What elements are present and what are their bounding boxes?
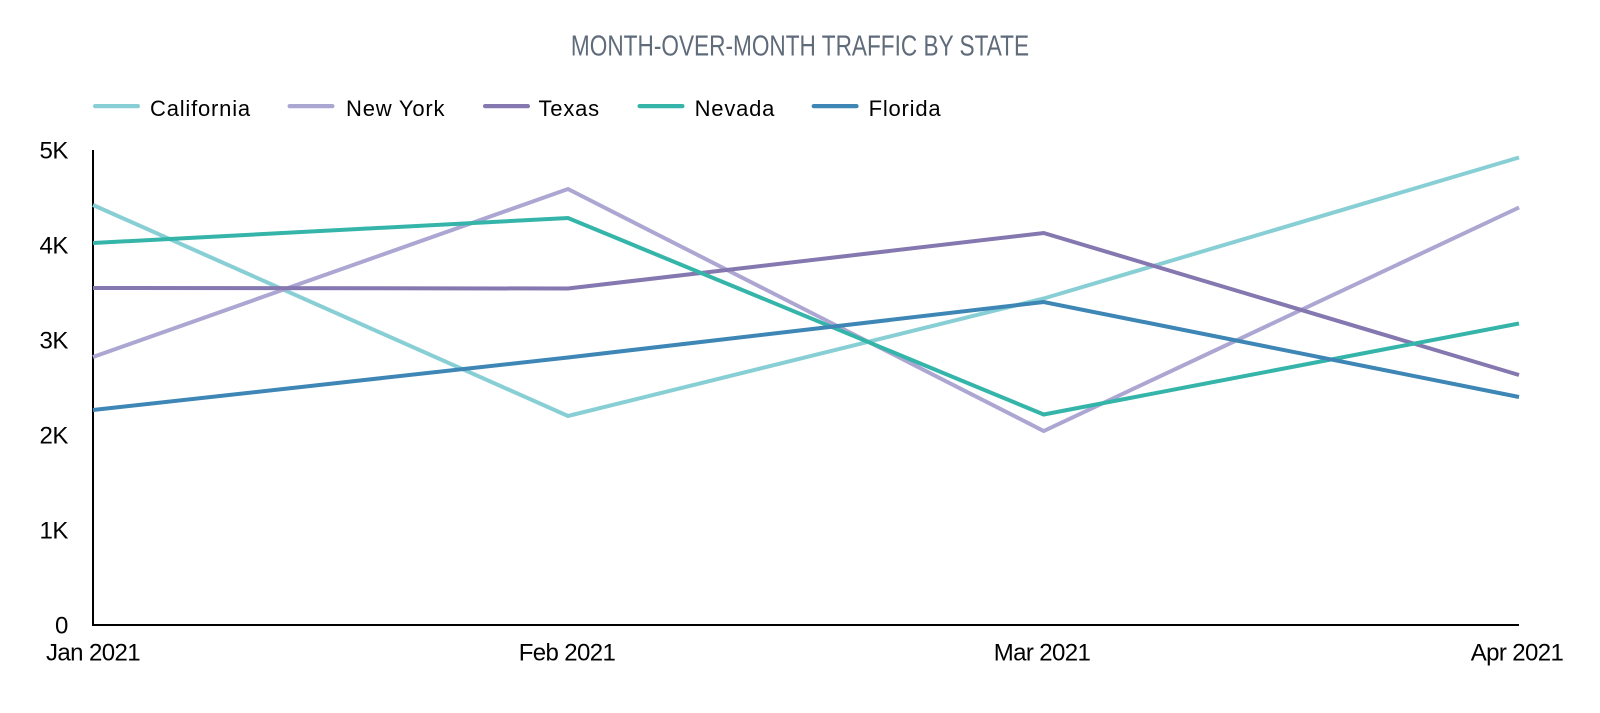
svg-text:New York: New York	[346, 96, 446, 121]
svg-text:California: California	[150, 96, 251, 121]
svg-text:Mar 2021: Mar 2021	[994, 640, 1091, 667]
svg-text:3K: 3K	[39, 328, 68, 355]
svg-text:Texas: Texas	[539, 96, 600, 121]
svg-text:1K: 1K	[39, 518, 68, 545]
svg-text:2K: 2K	[39, 423, 68, 450]
svg-text:Florida: Florida	[869, 96, 942, 121]
svg-text:Nevada: Nevada	[695, 96, 776, 121]
svg-text:Feb 2021: Feb 2021	[519, 640, 616, 667]
svg-text:Jan 2021: Jan 2021	[46, 640, 140, 667]
svg-text:4K: 4K	[39, 233, 68, 260]
svg-text:MONTH-OVER-MONTH TRAFFIC BY ST: MONTH-OVER-MONTH TRAFFIC BY STATE	[571, 29, 1029, 62]
svg-text:0: 0	[55, 613, 68, 640]
svg-text:Apr 2021: Apr 2021	[1471, 640, 1564, 667]
svg-text:5K: 5K	[39, 138, 68, 165]
